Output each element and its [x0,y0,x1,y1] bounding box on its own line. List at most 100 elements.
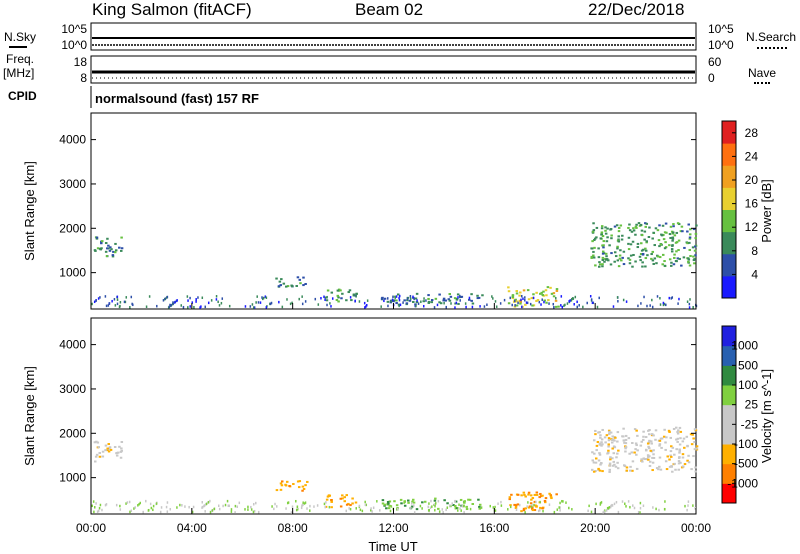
scatter-point [598,469,602,472]
scatter-point [507,508,509,511]
scatter-point [598,453,602,456]
scatter-point [435,502,437,505]
scatter-point [264,295,267,298]
colorbar-segment [722,187,736,210]
scatter-point [100,242,103,245]
scatter-point [420,300,422,304]
scatter-point [364,500,366,504]
scatter-point [670,445,673,448]
scatter-point [404,500,406,504]
scatter-point [644,225,647,228]
scatter-point [230,510,233,513]
scatter-point [279,488,283,491]
scatter-point [651,298,653,302]
scatter-point [417,302,420,305]
scatter-point [666,455,669,458]
scatter-point [533,503,535,507]
scatter-point [621,435,625,438]
scatter-point [597,459,601,462]
scatter-point [437,507,440,510]
scatter-point [503,298,506,302]
scatter-point [218,304,221,307]
scatter-point [195,298,197,301]
scatter-point [483,305,486,308]
scatter-point [120,449,124,452]
scatter-point [548,503,551,506]
power-colorbar: 4 8 12 16 20 24 28 [721,120,758,299]
scatter-point [459,299,461,302]
scatter-point [611,435,614,438]
scatter-point [288,485,291,488]
scatter-point [330,291,334,294]
scatter-point [531,509,535,512]
scatter-point [631,469,634,472]
scatter-point [526,505,528,508]
scatter-point [398,296,400,300]
scatter-point [571,508,573,511]
scatter-point [665,468,669,471]
scatter-point [653,244,656,247]
y-tick-label: 2000 [59,426,86,440]
scatter-point [657,468,660,471]
scatter-point [625,469,629,472]
velocity-panel: 1000 2000 3000 4000 00:00 04:00 08:00 12:00 16:… [22,317,711,554]
scatter-point [542,509,544,513]
noise-panel: 10^5 10^0 10^5 10^0 [61,22,734,52]
scatter-point [690,468,693,471]
scatter-point [326,303,328,307]
scatter-point [605,509,608,512]
scatter-point [222,504,224,508]
colorbar-segment [722,463,736,484]
scatter-point [553,306,555,309]
scatter-point [451,502,453,505]
scatter-point [629,469,632,472]
scatter-point [434,508,436,512]
scatter-point [660,234,664,237]
scatter-point [328,505,331,509]
scatter-point [617,226,621,229]
scatter-point [437,499,440,503]
scatter-point [326,495,330,498]
scatter-point [599,501,602,505]
scatter-point [514,304,516,307]
scatter-point [160,506,163,509]
scatter-point [676,440,679,443]
scatter-point [317,303,320,306]
scatter-point [651,469,654,472]
scatter-point [348,507,350,510]
scatter-point [469,507,472,511]
scatter-point [592,439,596,442]
scatter-point [628,258,632,261]
scatter-point [648,464,652,467]
scatter-point [139,501,142,505]
scatter-point [670,248,674,251]
scatter-point [607,449,610,452]
scatter-point [304,300,307,303]
scatter-point [592,222,595,225]
scatter-point [549,495,553,498]
scatter-point [280,278,283,281]
scatter-point [615,500,618,504]
scatter-point [620,238,624,241]
scatter-point [546,286,550,289]
scatter-point [678,449,682,452]
scatter-point [296,505,299,508]
scatter-point [345,503,349,506]
scatter-point [595,236,598,239]
scatter-point [616,452,619,455]
scatter-point [608,470,611,473]
scatter-point [463,511,465,514]
scatter-point [218,507,221,511]
scatter-point [410,506,412,510]
scatter-point [452,504,455,507]
scatter-point [236,505,239,508]
scatter-point [671,239,674,242]
scatter-point [543,499,547,502]
scatter-point [540,303,542,306]
scatter-point [566,302,569,305]
scatter-point [365,503,368,507]
scatter-point [106,247,109,250]
scatter-point [155,502,158,505]
scatter-point [661,224,665,227]
scatter-point [234,504,237,508]
